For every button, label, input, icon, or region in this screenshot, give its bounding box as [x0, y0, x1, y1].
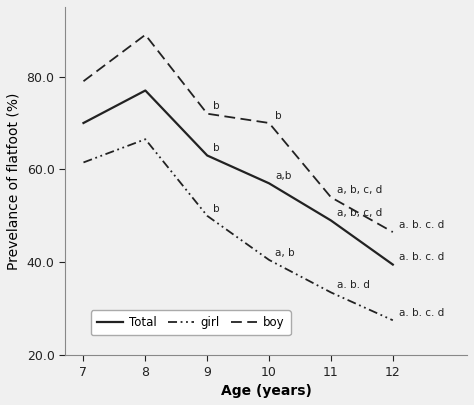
Total: [81, 121, 86, 126]
boy: [266, 121, 272, 126]
girl: [81, 160, 86, 165]
girl: [266, 258, 272, 262]
girl: [390, 318, 396, 323]
Line: Total: Total: [83, 90, 393, 264]
Text: a, b: a, b: [275, 247, 295, 258]
boy: [328, 195, 334, 200]
Text: a. b. d: a. b. d: [337, 280, 370, 290]
girl: [143, 137, 148, 142]
Text: b: b: [213, 203, 220, 213]
boy: [204, 111, 210, 116]
Total: [204, 153, 210, 158]
boy: [143, 32, 148, 37]
Line: girl: girl: [83, 139, 393, 320]
Text: b: b: [213, 143, 220, 153]
Total: [266, 181, 272, 186]
Text: b: b: [275, 111, 282, 121]
Total: [328, 218, 334, 223]
Text: a,b: a,b: [275, 171, 292, 181]
Text: b: b: [213, 101, 220, 111]
Total: [143, 88, 148, 93]
boy: [81, 79, 86, 84]
Text: a. b. c. d: a. b. c. d: [399, 308, 444, 318]
girl: [204, 213, 210, 218]
Line: boy: boy: [83, 35, 393, 232]
Text: a. b. c. d: a. b. c. d: [399, 252, 444, 262]
Text: a, b, c, d: a, b, c, d: [337, 185, 383, 195]
Text: a, b, c, d: a, b, c, d: [337, 208, 383, 218]
Y-axis label: Prevelance of flatfoot (%): Prevelance of flatfoot (%): [7, 92, 21, 270]
Text: a. b. c. d: a. b. c. d: [399, 220, 444, 230]
girl: [328, 290, 334, 295]
Total: [390, 262, 396, 267]
Legend: Total, girl, boy: Total, girl, boy: [91, 311, 291, 335]
X-axis label: Age (years): Age (years): [220, 384, 311, 398]
boy: [390, 230, 396, 234]
